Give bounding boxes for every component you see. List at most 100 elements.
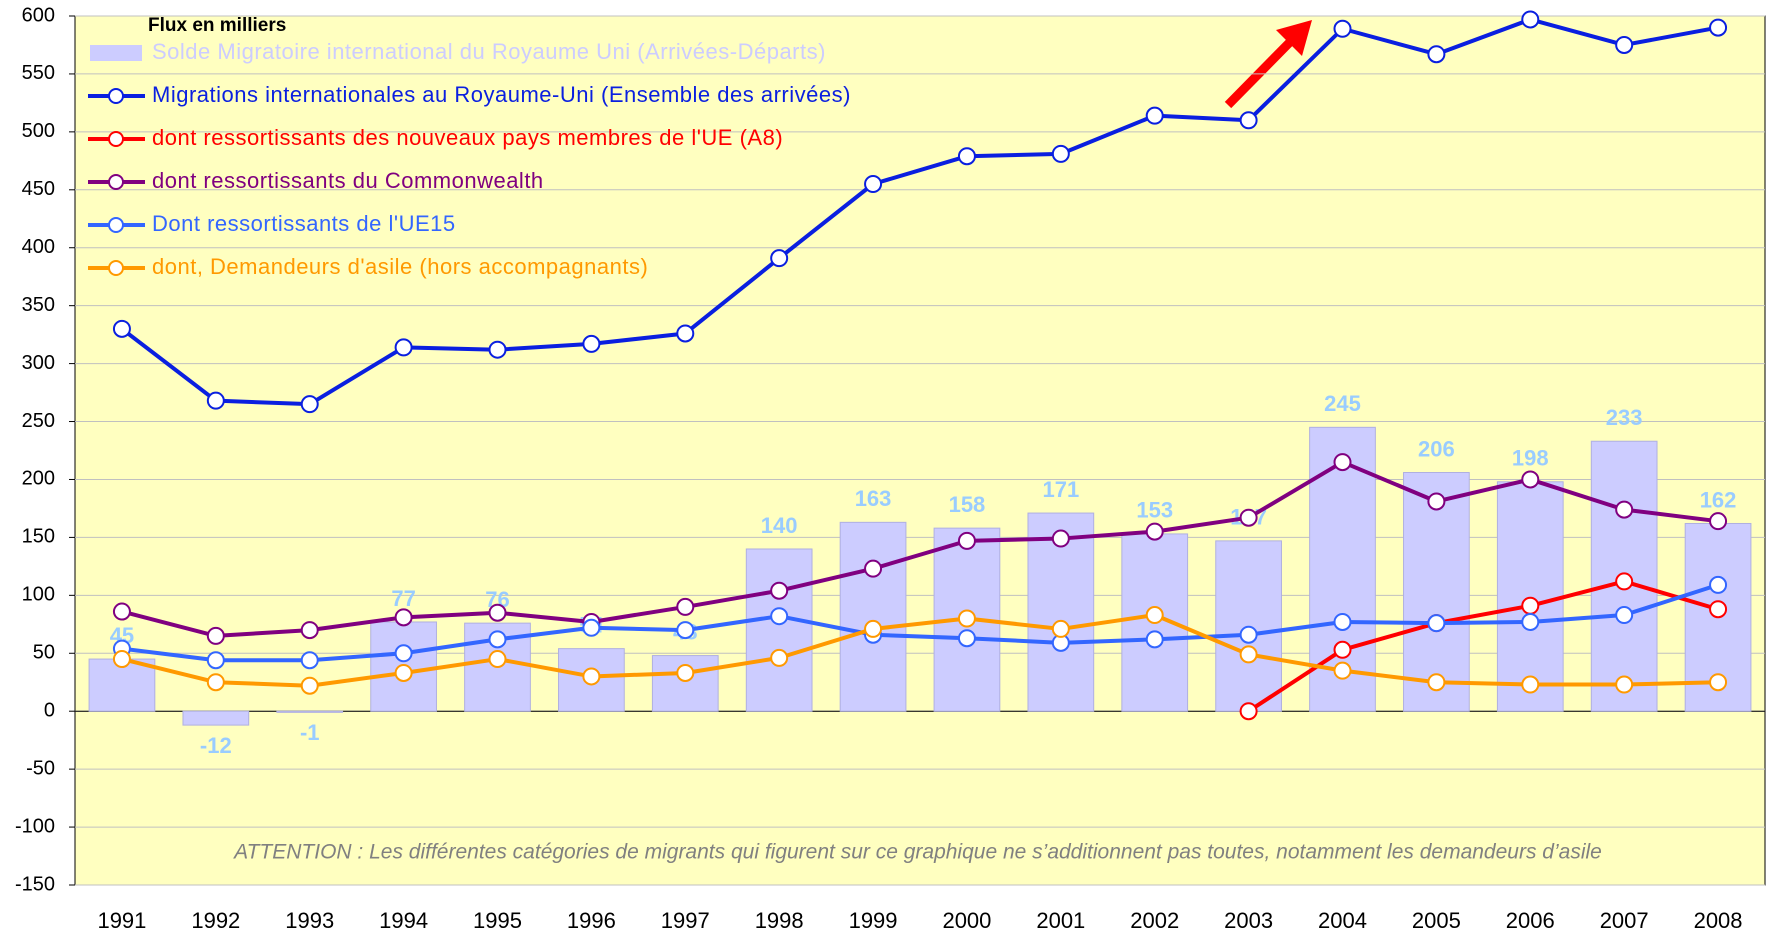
marker	[957, 609, 976, 628]
data-label: -1	[300, 720, 320, 745]
y-tick-label: 600	[22, 4, 55, 26]
x-tick-label: 2008	[1694, 908, 1743, 933]
legend-label: Migrations internationales au Royaume-Un…	[152, 82, 851, 107]
marker	[206, 626, 225, 645]
annotation: ATTENTION : Les différentes catégories d…	[232, 841, 1602, 864]
marker	[1521, 10, 1540, 29]
marker	[582, 667, 601, 686]
marker	[957, 147, 976, 166]
series-line	[120, 17, 1719, 407]
marker	[488, 340, 507, 359]
x-tick-label: 1993	[285, 908, 334, 933]
marker	[112, 602, 131, 621]
x-tick-label: 1992	[191, 908, 240, 933]
x-tick-label: 2007	[1600, 908, 1649, 933]
marker	[1145, 106, 1164, 125]
legend-label: Solde Migratoire international du Royaum…	[152, 39, 826, 64]
bar	[182, 710, 250, 726]
marker	[1427, 492, 1446, 511]
marker	[206, 391, 225, 410]
marker	[300, 395, 319, 414]
data-label: 171	[1042, 477, 1079, 502]
x-tick-label: 2000	[942, 908, 991, 933]
x-tick-label: 2002	[1130, 908, 1179, 933]
marker	[770, 581, 789, 600]
marker	[582, 618, 601, 637]
marker	[300, 621, 319, 640]
data-label: 198	[1512, 446, 1549, 471]
marker	[300, 676, 319, 695]
data-label: 245	[1324, 391, 1361, 416]
legend-swatch	[90, 45, 142, 61]
y-tick-label: 0	[44, 699, 55, 721]
y-tick-label: 450	[22, 178, 55, 200]
marker	[864, 619, 883, 638]
data-label: 233	[1606, 405, 1643, 430]
legend-label: dont, Demandeurs d'asile (hors accompagn…	[152, 254, 648, 279]
x-tick-label: 1996	[567, 908, 616, 933]
y-tick-label: -50	[26, 757, 55, 779]
series-line	[121, 583, 1719, 663]
marker	[1427, 673, 1446, 692]
data-label: 206	[1418, 436, 1455, 461]
data-label: -12	[200, 733, 232, 758]
y-axis-label: Flux en milliers	[148, 15, 286, 36]
y-tick-label: 250	[22, 410, 55, 432]
marker	[1333, 640, 1352, 659]
marker	[488, 650, 507, 669]
marker	[112, 650, 131, 669]
marker	[112, 319, 131, 338]
data-label: 158	[949, 492, 986, 517]
bar	[1403, 472, 1470, 712]
marker	[488, 630, 507, 649]
marker	[1333, 661, 1352, 680]
legend-marker	[108, 88, 124, 104]
data-label: 140	[761, 513, 798, 538]
marker	[1333, 612, 1352, 631]
marker	[1521, 612, 1540, 631]
x-tick-label: 1998	[755, 908, 804, 933]
marker	[1239, 508, 1258, 527]
marker	[676, 663, 695, 682]
marker	[206, 673, 225, 692]
marker	[1615, 675, 1634, 694]
marker	[864, 175, 883, 194]
marker	[1521, 470, 1540, 489]
marker	[1239, 111, 1258, 130]
marker	[582, 334, 601, 353]
bar	[1496, 481, 1564, 712]
legend-marker	[108, 174, 124, 190]
bar	[651, 655, 719, 712]
marker	[1709, 18, 1728, 37]
x-tick-label: 2006	[1506, 908, 1555, 933]
data-label: 77	[391, 586, 415, 611]
marker	[770, 607, 789, 626]
series-line	[121, 613, 1719, 688]
y-tick-label: 300	[22, 352, 55, 374]
series-line	[121, 460, 1719, 638]
marker	[206, 651, 225, 670]
marker	[1615, 606, 1634, 625]
marker	[1051, 529, 1070, 548]
marker	[1051, 619, 1070, 638]
marker	[1239, 645, 1258, 664]
marker	[1051, 144, 1070, 163]
marker	[1521, 675, 1540, 694]
y-tick-label: 50	[33, 642, 55, 664]
y-tick-label: 200	[22, 468, 55, 490]
marker	[957, 629, 976, 648]
x-tick-label: 1994	[379, 908, 428, 933]
x-tick-label: 2004	[1318, 908, 1367, 933]
y-tick-label: 400	[22, 236, 55, 258]
marker	[770, 648, 789, 667]
bar	[745, 548, 813, 712]
marker	[394, 663, 413, 682]
marker	[957, 531, 976, 550]
x-tick-label: 1995	[473, 908, 522, 933]
marker	[394, 338, 413, 357]
marker	[1239, 702, 1258, 721]
marker	[864, 559, 883, 578]
marker	[676, 324, 695, 343]
